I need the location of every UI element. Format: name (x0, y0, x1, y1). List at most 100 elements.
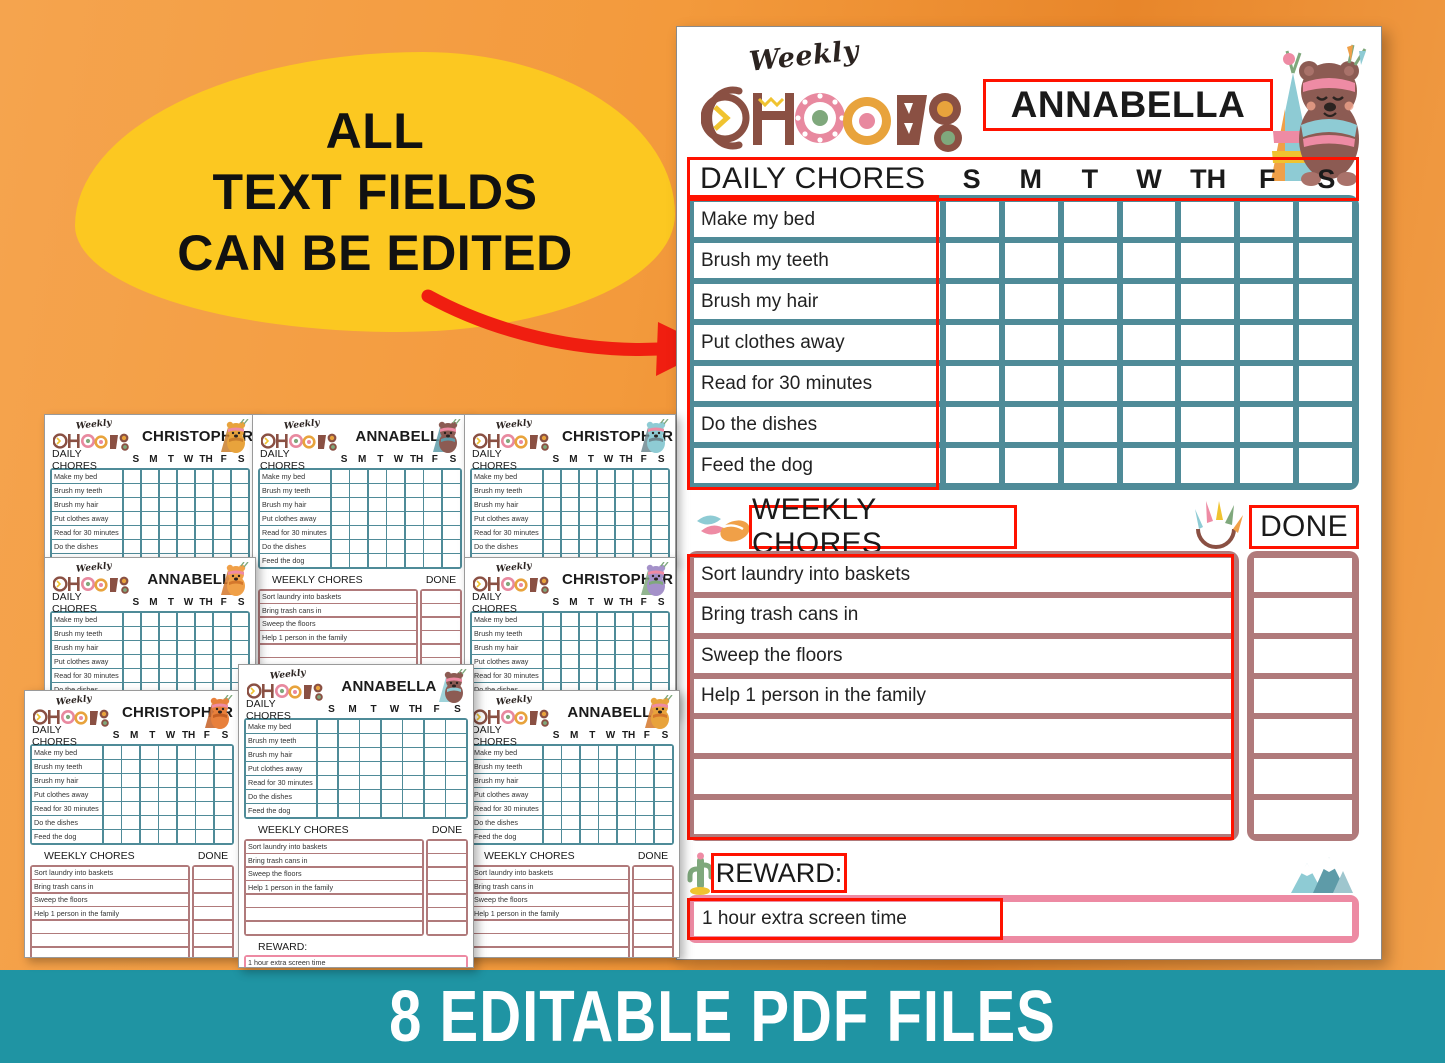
daily-checkbox-cell[interactable] (946, 407, 999, 442)
daily-chore-label-6[interactable]: Feed the dog (694, 448, 940, 483)
reward-value[interactable]: 1 hour extra screen time (694, 902, 1352, 936)
daily-checkbox-cell[interactable] (1299, 407, 1353, 442)
daily-checkbox-cell[interactable] (1063, 407, 1117, 442)
weekly-done-cell[interactable] (1254, 719, 1352, 754)
thumb-daily-cell (446, 720, 466, 733)
daily-checkbox-cell[interactable] (1122, 325, 1176, 360)
daily-checkbox-cell[interactable] (1004, 366, 1058, 401)
thumb-daily-cell (360, 748, 381, 761)
weekly-chore-row-0[interactable]: Sort laundry into baskets (694, 558, 1232, 593)
daily-checkbox-cell[interactable] (946, 366, 999, 401)
weekly-done-cell[interactable] (1254, 799, 1352, 834)
daily-checkbox-cell[interactable] (1299, 325, 1353, 360)
weekly-chore-row-4[interactable] (694, 719, 1232, 754)
weekly-done-cell[interactable] (1254, 638, 1352, 673)
daily-checkbox-cell[interactable] (1240, 243, 1294, 278)
daily-chore-label-2[interactable]: Brush my hair (694, 284, 940, 319)
weekly-done-cell[interactable] (1254, 759, 1352, 794)
daily-checkbox-cell[interactable] (1181, 243, 1235, 278)
daily-checkbox-cell[interactable] (1240, 448, 1294, 483)
reward-input-bar[interactable]: 1 hour extra screen time (687, 895, 1359, 943)
weekly-chore-row-2[interactable]: Sweep the floors (694, 638, 1232, 673)
daily-checkbox-cell[interactable] (946, 325, 999, 360)
thumb-daily-cell (405, 526, 423, 539)
daily-checkbox-cell[interactable] (946, 448, 999, 483)
daily-checkbox-cell[interactable] (1181, 325, 1235, 360)
daily-checkbox-cell[interactable] (1181, 202, 1235, 237)
thumb-daily-cell (562, 774, 580, 787)
daily-checkbox-cell[interactable] (1299, 284, 1353, 319)
thumbnail-chart-annabella[interactable]: Weekly ANNABELLA DAILY CHORES S M T W TH F S Make … (238, 664, 474, 968)
thumb-daily-cell (651, 627, 668, 640)
daily-checkbox-cell[interactable] (1063, 284, 1117, 319)
thumb-daily-cell (196, 774, 214, 787)
daily-checkbox-cell[interactable] (1240, 407, 1294, 442)
name-field[interactable]: ANNABELLA (983, 79, 1273, 131)
daily-checkbox-cell[interactable] (1299, 202, 1353, 237)
daily-chores-grid[interactable]: Make my bed Brush my teeth Brush my hair Pu… (687, 195, 1359, 490)
thumb-daily-cell (562, 802, 580, 815)
daily-checkbox-cell[interactable] (1122, 243, 1176, 278)
daily-chore-label-5[interactable]: Do the dishes (694, 407, 940, 442)
daily-checkbox-cell[interactable] (1122, 448, 1176, 483)
weekly-chore-row-6[interactable] (694, 799, 1232, 834)
weekly-chores-header-row: WEEKLY CHORES DONE (687, 493, 1359, 560)
daily-checkbox-cell[interactable] (1063, 202, 1117, 237)
daily-checkbox-cell[interactable] (1240, 202, 1294, 237)
thumb-daily-row: Make my bed (52, 470, 248, 483)
daily-checkbox-cell[interactable] (1181, 366, 1235, 401)
daily-checkbox-cell[interactable] (1122, 366, 1176, 401)
daily-checkbox-cell[interactable] (1240, 366, 1294, 401)
daily-chore-label-4[interactable]: Read for 30 minutes (694, 366, 940, 401)
main-chore-chart-sheet[interactable]: Weekly (676, 26, 1382, 960)
thumb-day-0: S (132, 454, 140, 465)
daily-checkbox-cell[interactable] (1004, 448, 1058, 483)
weekly-chore-row-3[interactable]: Help 1 person in the family (694, 678, 1232, 714)
daily-checkbox-cell[interactable] (1063, 325, 1117, 360)
thumbnail-chart-christopher[interactable]: Weekly CHRISTOPHER DAILY CHORES S M T W TH F S Mak… (24, 690, 240, 958)
daily-checkbox-cell[interactable] (1240, 325, 1294, 360)
daily-checkbox-cell[interactable] (1004, 202, 1058, 237)
daily-checkbox-cell[interactable] (1063, 243, 1117, 278)
daily-checkbox-cell[interactable] (1004, 284, 1058, 319)
daily-checkbox-cell[interactable] (1122, 407, 1176, 442)
weekly-done-cell[interactable] (1254, 678, 1352, 714)
thumb-daily-cell (615, 484, 632, 497)
thumb-day-6: S (237, 454, 245, 465)
thumb-daily-cell (381, 734, 402, 747)
weekly-chores-grid[interactable]: Sort laundry into baskets Bring trash can… (687, 551, 1359, 841)
thumbnail-chart-christopher[interactable]: Weekly CHRISTOPHER DAILY CHORES S M T W TH F S Mak… (44, 414, 256, 562)
thumb-daily-cell (579, 655, 596, 668)
thumbnail-chart-christopher[interactable]: Weekly CHRISTOPHER DAILY CHORES S M T W TH F S Mak… (464, 414, 676, 562)
thumb-daily-cell (214, 788, 233, 801)
daily-checkbox-cell[interactable] (1063, 448, 1117, 483)
daily-checkbox-cell[interactable] (1063, 366, 1117, 401)
thumb-daily-cell (403, 748, 424, 761)
daily-checkbox-cell[interactable] (946, 243, 999, 278)
weekly-done-cell[interactable] (1254, 598, 1352, 633)
daily-chore-label-0[interactable]: Make my bed (694, 202, 940, 237)
thumb-daily-cell (424, 554, 442, 567)
daily-checkbox-cell[interactable] (946, 202, 999, 237)
daily-checkbox-cell[interactable] (1004, 407, 1058, 442)
daily-checkbox-cell[interactable] (1122, 202, 1176, 237)
thumbnail-chart-annabella[interactable]: Weekly ANNABELLA DAILY CHORES S M T W TH F S Make … (252, 414, 468, 684)
daily-checkbox-cell[interactable] (1004, 243, 1058, 278)
daily-checkbox-cell[interactable] (1181, 284, 1235, 319)
daily-checkbox-cell[interactable] (1299, 366, 1353, 401)
weekly-chore-row-1[interactable]: Bring trash cans in (694, 598, 1232, 633)
weekly-done-cell[interactable] (1254, 558, 1352, 593)
daily-checkbox-cell[interactable] (1122, 284, 1176, 319)
thumbnail-chart-annabella[interactable]: Weekly ANNABELLA DAILY CHORES S M T W TH F S Make … (464, 690, 680, 958)
daily-chore-label-1[interactable]: Brush my teeth (694, 243, 940, 278)
done-label: DONE (1260, 510, 1348, 543)
weekly-chore-row-5[interactable] (694, 759, 1232, 794)
daily-checkbox-cell[interactable] (946, 284, 999, 319)
daily-checkbox-cell[interactable] (1299, 448, 1353, 483)
daily-checkbox-cell[interactable] (1181, 407, 1235, 442)
daily-checkbox-cell[interactable] (1004, 325, 1058, 360)
daily-checkbox-cell[interactable] (1240, 284, 1294, 319)
daily-checkbox-cell[interactable] (1181, 448, 1235, 483)
daily-checkbox-cell[interactable] (1299, 243, 1353, 278)
daily-chore-label-3[interactable]: Put clothes away (694, 325, 940, 360)
